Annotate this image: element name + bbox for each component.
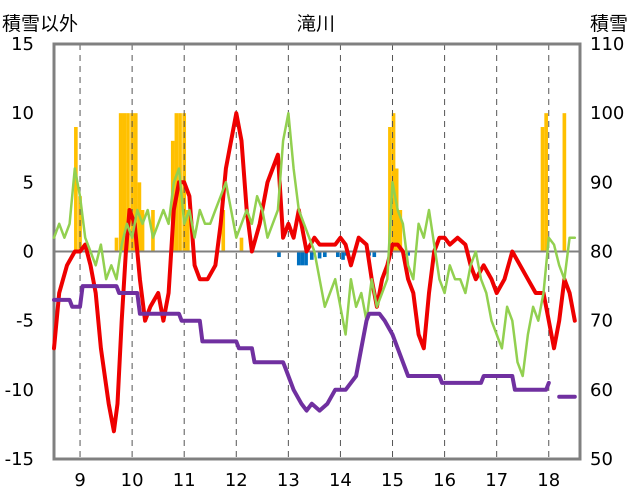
orange-bar — [140, 210, 145, 252]
right-axis-title: 積雪 — [590, 13, 629, 35]
red-series-line — [52, 111, 577, 434]
blue-bar — [309, 251, 314, 260]
blue-bar — [300, 251, 305, 266]
orange-bar — [118, 113, 123, 252]
orange-bar — [126, 113, 130, 252]
orange-bar — [398, 210, 403, 252]
vertical-gridlines — [79, 44, 550, 459]
chart-title: 滝川 — [297, 13, 336, 35]
orange-bar — [122, 113, 127, 252]
orange-bar — [130, 113, 134, 252]
purple-series-line — [52, 284, 551, 413]
left-axis-title: 積雪以外 — [2, 13, 79, 35]
plot-frame — [52, 42, 582, 461]
x-tick-label: 14 — [329, 470, 352, 491]
x-tick-label: 15 — [381, 470, 404, 491]
orange-bar — [239, 237, 244, 252]
blue-bar — [296, 251, 301, 266]
series-layer — [52, 111, 577, 434]
green-series-line — [52, 111, 577, 378]
tick-label-layer: -15 -10 -5 0 5 10 15 50 60 70 80 90 100 110 9 10 11 12 13 1… — [5, 34, 625, 491]
orange-bar — [174, 113, 179, 252]
orange-bar-layer — [74, 113, 567, 252]
x-tick-label: 9 — [74, 470, 85, 491]
right-y-tick-label: 110 — [590, 34, 624, 55]
x-tick-label: 11 — [173, 470, 196, 491]
blue-bar — [372, 251, 377, 258]
orange-bar — [544, 113, 548, 252]
orange-bar — [540, 127, 545, 252]
left-y-tick-label: 15 — [11, 34, 34, 55]
x-tick-label: 10 — [121, 470, 144, 491]
x-tick-label: 13 — [277, 470, 300, 491]
orange-bar — [388, 127, 392, 252]
orange-bar — [114, 237, 119, 252]
left-y-tick-label: -5 — [16, 311, 34, 332]
left-y-tick-label: -15 — [5, 449, 34, 470]
left-y-tick-label: 0 — [23, 242, 34, 263]
blue-bar — [277, 251, 281, 258]
right-y-tick-label: 90 — [590, 172, 613, 193]
blue-bar — [317, 251, 322, 259]
left-y-tick-label: 5 — [23, 172, 34, 193]
orange-bar — [562, 113, 567, 252]
blue-bar — [322, 251, 327, 258]
blue-bar — [304, 251, 308, 266]
x-tick-label: 18 — [537, 470, 560, 491]
blue-bar — [341, 251, 345, 260]
right-y-tick-label: 60 — [590, 380, 613, 401]
blue-bar — [336, 251, 340, 258]
x-tick-label: 16 — [433, 470, 456, 491]
x-tick-label: 12 — [225, 470, 248, 491]
right-y-tick-label: 80 — [590, 242, 613, 263]
orange-bar — [151, 210, 155, 252]
orange-bar — [186, 210, 190, 252]
right-y-tick-label: 70 — [590, 311, 613, 332]
orange-bar — [221, 210, 226, 252]
right-y-tick-label: 50 — [590, 449, 613, 470]
orange-bar — [133, 113, 138, 252]
blue-bar — [406, 251, 410, 256]
right-y-tick-label: 100 — [590, 103, 624, 124]
orange-bar — [74, 127, 78, 252]
left-y-tick-label: -10 — [5, 380, 34, 401]
left-y-tick-label: 10 — [11, 103, 34, 124]
x-tick-label: 17 — [485, 470, 508, 491]
